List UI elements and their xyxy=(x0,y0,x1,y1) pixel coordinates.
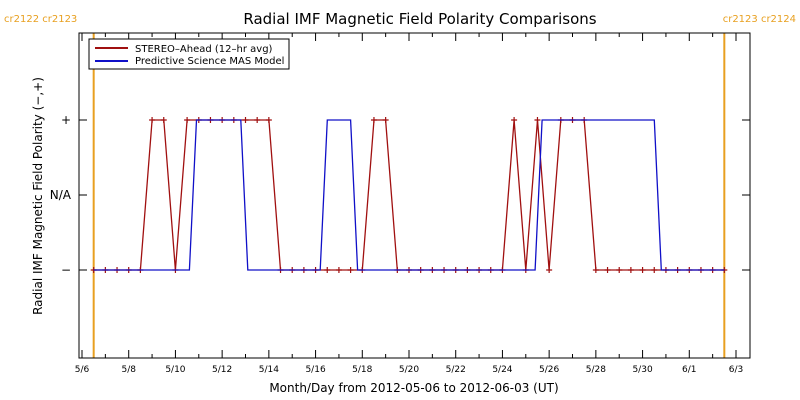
series-line-mas xyxy=(93,119,725,271)
data-point-marker xyxy=(534,117,541,123)
x-tick-label: 5/16 xyxy=(305,365,325,375)
data-point-marker xyxy=(149,117,156,123)
y-axis-ticks: + N/A − xyxy=(50,113,750,277)
x-axis-ticks: 5/6 5/8 5/10 5/12 5/14 5/16 5/18 5/20 5/22 5/24 5/… xyxy=(75,33,743,375)
x-tick-label: 5/14 xyxy=(259,365,279,375)
x-tick-label: 6/1 xyxy=(682,365,696,375)
x-axis-label: Month/Day from 2012-05-06 to 2012-06-03 … xyxy=(269,381,558,395)
carrington-marker-label: cr2123 cr2124 xyxy=(723,14,796,25)
data-point-marker xyxy=(370,117,377,123)
x-tick-label: 5/18 xyxy=(352,365,372,375)
carrington-marker-label: cr2122 cr2123 xyxy=(4,14,77,25)
carrington-markers: cr2122 cr2123 cr2123 cr2124 xyxy=(4,14,796,358)
x-tick-label: 5/28 xyxy=(586,365,606,375)
data-point-marker xyxy=(347,267,354,273)
y-tick-label: − xyxy=(61,263,71,277)
x-tick-label: 5/24 xyxy=(492,365,512,375)
x-tick-label: 5/8 xyxy=(121,365,136,375)
data-point-marker xyxy=(382,117,389,123)
data-point-marker xyxy=(651,267,658,273)
data-point-marker xyxy=(627,267,634,273)
series-layer xyxy=(90,117,728,273)
data-point-marker xyxy=(265,117,272,123)
y-tick-label: N/A xyxy=(50,188,72,202)
x-tick-label: 5/26 xyxy=(539,365,559,375)
data-point-marker xyxy=(160,117,167,123)
legend: STEREO–Ahead (12–hr avg) Predictive Scie… xyxy=(88,38,290,70)
data-point-marker xyxy=(184,117,191,123)
data-point-marker xyxy=(616,267,623,273)
data-point-marker xyxy=(254,117,261,123)
data-point-marker xyxy=(639,267,646,273)
x-tick-label: 6/3 xyxy=(729,365,743,375)
legend-box xyxy=(88,38,290,70)
data-point-marker xyxy=(511,117,518,123)
data-point-marker xyxy=(546,267,553,273)
legend-label-mas: Predictive Science MAS Model xyxy=(135,56,284,67)
x-tick-label: 5/6 xyxy=(75,365,90,375)
x-tick-label: 5/12 xyxy=(212,365,232,375)
y-axis-label: Radial IMF Magnetic Field Polarity (−,+) xyxy=(31,77,45,315)
data-point-marker xyxy=(604,267,611,273)
y-tick-label: + xyxy=(61,113,71,127)
x-tick-label: 5/10 xyxy=(165,365,185,375)
data-point-marker xyxy=(592,267,599,273)
x-tick-label: 5/22 xyxy=(446,365,466,375)
data-point-marker xyxy=(242,117,249,123)
data-point-marker xyxy=(335,267,342,273)
legend-label-stereo: STEREO–Ahead (12–hr avg) xyxy=(135,44,273,55)
series-line-stereo xyxy=(93,119,725,271)
x-tick-label: 5/30 xyxy=(632,365,652,375)
chart-title: Radial IMF Magnetic Field Polarity Compa… xyxy=(243,10,596,28)
data-point-marker xyxy=(324,267,331,273)
plot-frame xyxy=(78,32,751,359)
x-tick-label: 5/20 xyxy=(399,365,419,375)
